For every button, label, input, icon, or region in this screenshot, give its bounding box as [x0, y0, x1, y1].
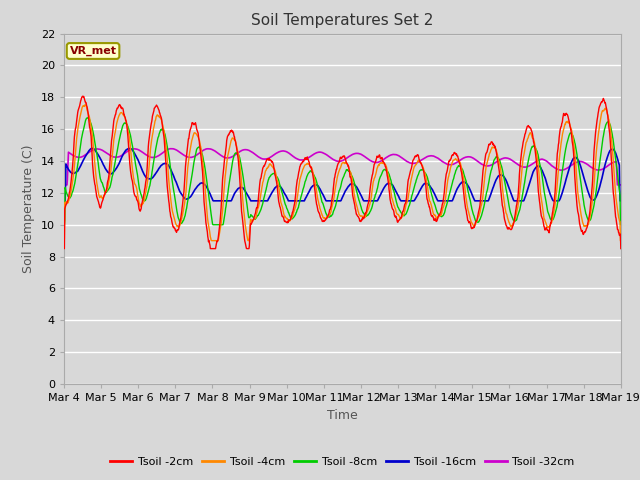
- Tsoil -8cm: [84, 115, 92, 120]
- Tsoil -8cm: [308, 169, 316, 175]
- Line: Tsoil -8cm: Tsoil -8cm: [64, 118, 621, 225]
- Tsoil -4cm: [81, 102, 89, 108]
- Tsoil -2cm: [318, 218, 326, 224]
- Tsoil -32cm: [318, 150, 326, 156]
- Line: Tsoil -32cm: Tsoil -32cm: [64, 149, 621, 185]
- Tsoil -8cm: [297, 195, 305, 201]
- Tsoil -2cm: [617, 246, 625, 252]
- Tsoil -2cm: [60, 246, 68, 252]
- Tsoil -32cm: [297, 157, 305, 163]
- Tsoil -4cm: [60, 238, 68, 243]
- Tsoil -4cm: [297, 174, 305, 180]
- Tsoil -32cm: [378, 158, 385, 164]
- Tsoil -32cm: [126, 147, 134, 153]
- Tsoil -16cm: [104, 168, 111, 174]
- Line: Tsoil -16cm: Tsoil -16cm: [64, 148, 621, 201]
- Tsoil -16cm: [60, 198, 68, 204]
- Y-axis label: Soil Temperature (C): Soil Temperature (C): [22, 144, 35, 273]
- Tsoil -16cm: [318, 191, 326, 196]
- Tsoil -4cm: [126, 141, 134, 146]
- Tsoil -16cm: [378, 190, 385, 196]
- Tsoil -4cm: [378, 160, 385, 166]
- Tsoil -16cm: [308, 184, 316, 190]
- Tsoil -16cm: [617, 198, 625, 204]
- Tsoil -4cm: [617, 238, 625, 243]
- Tsoil -8cm: [104, 188, 111, 194]
- X-axis label: Time: Time: [327, 408, 358, 421]
- Tsoil -8cm: [126, 132, 134, 137]
- Tsoil -32cm: [617, 182, 625, 188]
- Tsoil -16cm: [297, 198, 305, 204]
- Tsoil -8cm: [617, 222, 625, 228]
- Tsoil -16cm: [88, 145, 96, 151]
- Tsoil -2cm: [126, 165, 134, 170]
- Tsoil -8cm: [318, 200, 326, 205]
- Tsoil -32cm: [103, 151, 111, 156]
- Title: Soil Temperatures Set 2: Soil Temperatures Set 2: [252, 13, 433, 28]
- Tsoil -16cm: [126, 145, 134, 151]
- Tsoil -8cm: [60, 222, 68, 228]
- Tsoil -2cm: [308, 169, 316, 175]
- Legend: Tsoil -2cm, Tsoil -4cm, Tsoil -8cm, Tsoil -16cm, Tsoil -32cm: Tsoil -2cm, Tsoil -4cm, Tsoil -8cm, Tsoi…: [106, 453, 579, 471]
- Tsoil -2cm: [378, 156, 385, 161]
- Text: VR_met: VR_met: [70, 46, 116, 56]
- Tsoil -8cm: [378, 172, 385, 178]
- Tsoil -2cm: [297, 162, 305, 168]
- Tsoil -32cm: [60, 182, 68, 188]
- Tsoil -2cm: [79, 93, 86, 99]
- Line: Tsoil -4cm: Tsoil -4cm: [64, 105, 621, 240]
- Tsoil -4cm: [104, 186, 111, 192]
- Tsoil -2cm: [104, 180, 111, 185]
- Line: Tsoil -2cm: Tsoil -2cm: [64, 96, 621, 249]
- Tsoil -4cm: [318, 213, 326, 218]
- Tsoil -32cm: [308, 152, 316, 158]
- Tsoil -32cm: [168, 146, 175, 152]
- Tsoil -4cm: [308, 167, 316, 172]
